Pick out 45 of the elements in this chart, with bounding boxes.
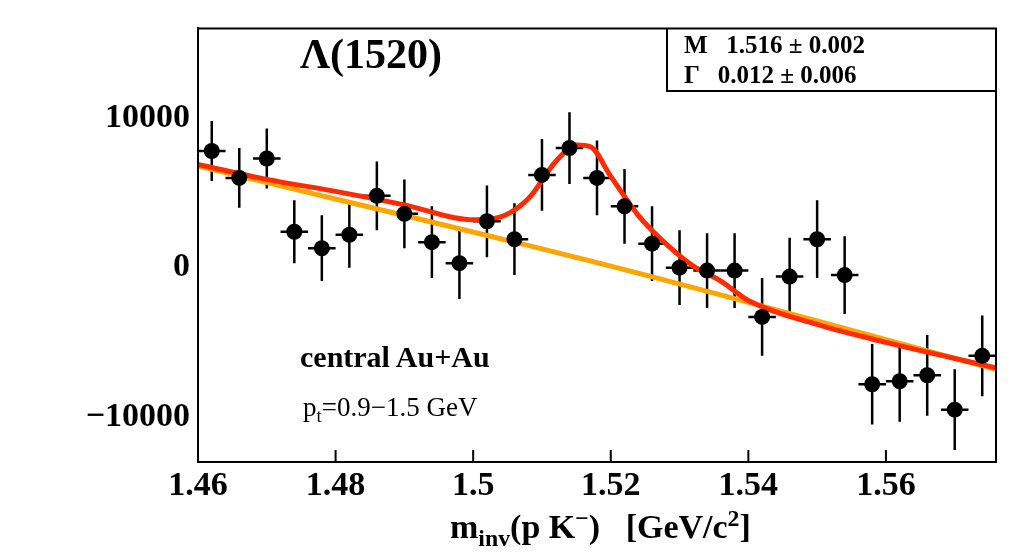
point <box>506 231 523 248</box>
point <box>891 373 908 390</box>
point <box>864 376 881 393</box>
point <box>699 262 716 279</box>
x-tick-label: 1.54 <box>718 465 779 503</box>
annotation: central Au+Au <box>300 340 490 374</box>
point <box>368 187 385 204</box>
info-box: M 1.516 ± 0.002 Γ 0.012 ± 0.006 <box>666 28 996 93</box>
x-tick-label: 1.48 <box>305 465 366 503</box>
annotation: M 1.516 ± 0.002 <box>684 31 866 60</box>
point <box>341 226 358 243</box>
annotation: Γ 0.012 ± 0.006 <box>684 61 857 90</box>
point <box>423 234 440 251</box>
point <box>974 347 991 364</box>
y-tick-label: 0 <box>173 246 190 284</box>
point <box>478 213 495 230</box>
point <box>451 255 468 272</box>
point <box>644 235 661 252</box>
x-tick-label: 1.56 <box>856 465 916 503</box>
point <box>754 308 771 325</box>
point <box>616 198 633 215</box>
x-tick-label: 1.52 <box>581 465 641 503</box>
point <box>396 205 413 222</box>
point <box>313 240 330 257</box>
x-axis-title: m$_{inv}$(p K$^{−}$) [GeV/c$^{2}$] <box>450 505 751 553</box>
point <box>919 367 936 384</box>
point <box>781 268 798 285</box>
point <box>809 231 826 248</box>
point <box>203 143 220 159</box>
y-tick-label: −10000 <box>85 395 190 433</box>
annotation: p$_{t}$=0.9−1.5 GeV <box>303 392 478 428</box>
x-tick-label: 1.46 <box>168 465 228 503</box>
point <box>533 166 550 183</box>
y-tick-label: 10000 <box>105 96 190 134</box>
point <box>231 169 248 186</box>
chart-title: Λ(1520) <box>300 30 443 78</box>
point <box>286 223 303 240</box>
point <box>589 169 605 186</box>
point <box>836 267 853 284</box>
point <box>726 262 743 279</box>
point <box>946 401 963 418</box>
point <box>671 259 688 276</box>
x-tick-label: 1.5 <box>451 465 495 503</box>
point <box>258 150 275 167</box>
point <box>561 140 578 157</box>
